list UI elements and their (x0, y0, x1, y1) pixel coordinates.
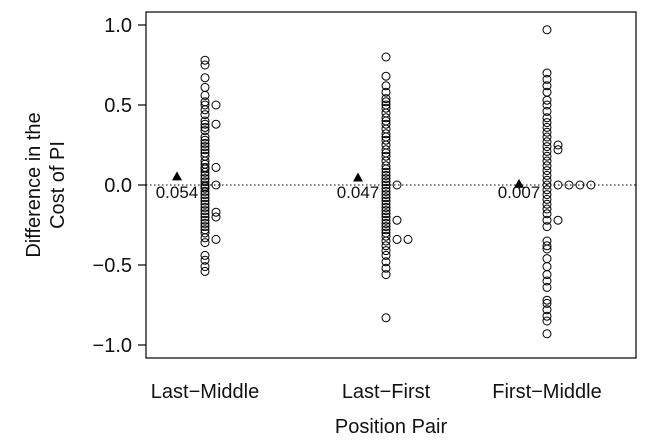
data-point (201, 106, 209, 114)
data-point (201, 74, 209, 82)
mean-marker (172, 171, 182, 180)
data-point (543, 147, 551, 155)
data-point (382, 237, 390, 245)
x-axis: Last−Middle Last−First First−Middle (151, 381, 602, 403)
data-point (543, 171, 551, 179)
data-point (543, 195, 551, 203)
data-point (404, 235, 412, 243)
data-point (543, 162, 551, 170)
data-point (554, 146, 562, 154)
data-point (201, 251, 209, 259)
data-point (543, 133, 551, 141)
mean-value-label: 0.047 (337, 183, 380, 202)
data-points (201, 26, 595, 338)
x-category-label: First−Middle (492, 381, 601, 403)
data-point (382, 72, 390, 80)
data-point (382, 109, 390, 117)
data-point (543, 26, 551, 34)
data-point (543, 176, 551, 184)
data-point (543, 191, 551, 199)
data-point (382, 141, 390, 149)
data-point (201, 234, 209, 242)
mean-value-label: 0.007 (498, 183, 541, 202)
data-point (543, 237, 551, 245)
y-axis: 1.0 0.5 0.0 −0.5 −1.0 (93, 15, 146, 357)
data-point (212, 213, 220, 221)
data-point (201, 83, 209, 91)
data-point (201, 56, 209, 64)
data-point (543, 263, 551, 271)
mean-value-label: 0.054 (156, 183, 199, 202)
y-axis-title-line-1: Difference in the (23, 112, 45, 257)
data-point (543, 123, 551, 131)
data-point (212, 101, 220, 109)
data-point (201, 61, 209, 69)
data-point (382, 53, 390, 61)
data-point (543, 200, 551, 208)
data-point (543, 167, 551, 175)
mean-markers: 0.054 0.047 0.007 (156, 171, 541, 202)
data-point (212, 120, 220, 128)
data-point (543, 317, 551, 325)
data-point (543, 330, 551, 338)
data-point (212, 208, 220, 216)
data-point (543, 119, 551, 127)
data-point (382, 247, 390, 255)
x-category-label: Last−Middle (151, 381, 259, 403)
data-point (543, 96, 551, 104)
x-axis-title: Position Pair (335, 416, 448, 438)
data-point (543, 138, 551, 146)
data-point (543, 157, 551, 165)
data-point (393, 235, 401, 243)
mean-marker (353, 172, 363, 181)
data-point (382, 314, 390, 322)
y-tick-label: 0.0 (104, 175, 132, 197)
y-tick-label: −0.5 (93, 255, 132, 277)
data-point (382, 157, 390, 165)
data-point (543, 255, 551, 263)
y-tick-label: 1.0 (104, 15, 132, 37)
data-point (382, 125, 390, 133)
data-point (554, 216, 562, 224)
data-point (543, 143, 551, 151)
data-point (543, 128, 551, 136)
data-point (543, 205, 551, 213)
data-point (393, 216, 401, 224)
y-axis-title-line-2: Cost of PI (47, 141, 69, 229)
data-point (212, 235, 220, 243)
data-point (201, 239, 209, 247)
y-tick-label: 0.5 (104, 95, 132, 117)
data-point (543, 152, 551, 160)
x-category-label: Last−First (342, 381, 431, 403)
data-point (382, 242, 390, 250)
data-point (212, 163, 220, 171)
data-point (543, 186, 551, 194)
y-tick-label: −1.0 (93, 335, 132, 357)
data-point (201, 267, 209, 275)
data-point (554, 141, 562, 149)
